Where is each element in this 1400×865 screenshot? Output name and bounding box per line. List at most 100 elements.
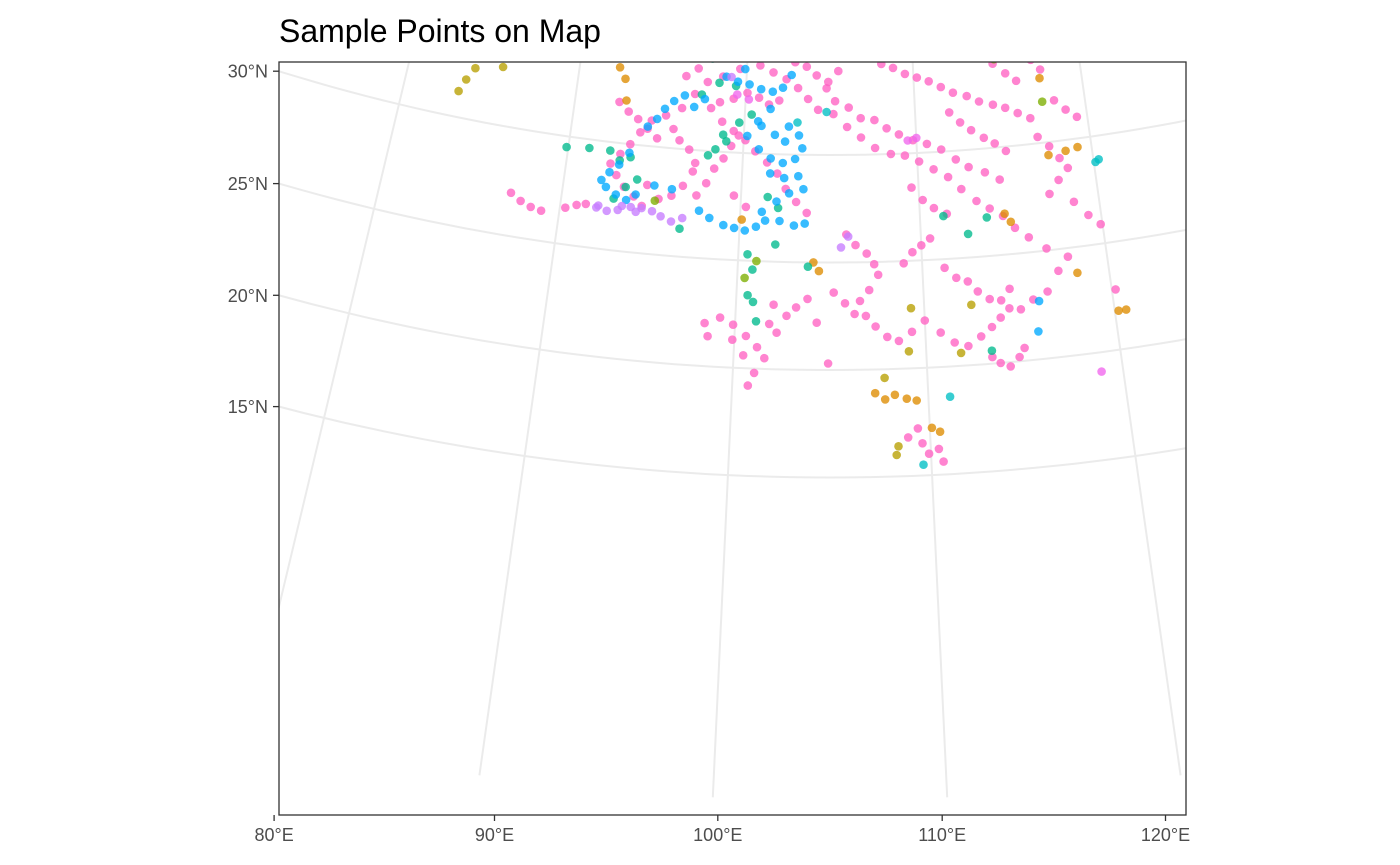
sample-point — [1044, 142, 1054, 151]
sample-point — [914, 157, 924, 166]
sample-point — [812, 318, 821, 328]
sample-point — [894, 130, 904, 139]
sample-point — [1091, 157, 1100, 167]
sample-point — [766, 104, 775, 114]
sample-point — [987, 40, 996, 49]
sample-point — [784, 122, 794, 131]
sample-point — [722, 137, 731, 146]
sample-point — [1114, 306, 1123, 316]
sample-point — [803, 94, 813, 104]
sample-point — [700, 28, 709, 37]
sample-point — [794, 171, 803, 181]
sample-point — [747, 110, 756, 119]
sample-point — [951, 155, 961, 164]
sample-point — [754, 93, 764, 102]
sample-point — [1000, 209, 1009, 218]
sample-point — [1016, 305, 1026, 314]
sample-point — [506, 188, 516, 198]
parallel-line — [279, 70, 1186, 157]
sample-point — [816, 20, 825, 29]
sample-point — [675, 224, 684, 233]
sample-point — [669, 96, 679, 106]
sample-point — [912, 396, 921, 405]
sample-point — [737, 215, 746, 224]
sample-point — [829, 109, 838, 119]
sample-point — [700, 94, 710, 104]
sample-point — [617, 201, 627, 211]
sample-point — [916, 13, 925, 22]
sample-point — [685, 35, 694, 44]
sample-point — [734, 131, 743, 140]
sample-point — [711, 145, 720, 154]
sample-point — [987, 346, 997, 356]
sample-point — [912, 133, 921, 143]
sample-point — [526, 202, 535, 212]
sample-point — [740, 273, 749, 283]
sample-point — [675, 136, 684, 145]
sample-point — [1044, 150, 1053, 160]
sample-point — [1006, 362, 1015, 371]
sample-point — [705, 213, 714, 223]
plot-panel-border — [278, 61, 1187, 816]
sample-point — [824, 77, 833, 87]
sample-point — [917, 24, 926, 33]
sample-point — [964, 5, 973, 14]
sample-point — [735, 118, 744, 127]
sample-point — [743, 381, 753, 390]
sample-point — [802, 208, 811, 218]
x-tick-label: 80°E — [254, 825, 293, 845]
meridian-line — [279, 62, 411, 611]
sample-point — [883, 332, 892, 342]
sample-point — [864, 285, 874, 295]
sample-point — [703, 151, 713, 160]
meridian-line — [1078, 62, 1182, 776]
sample-point — [844, 103, 853, 112]
sample-point — [1042, 244, 1051, 253]
sample-point — [822, 107, 831, 117]
sample-point — [963, 229, 973, 239]
sample-point — [1033, 132, 1042, 142]
sample-point — [677, 103, 687, 113]
sample-point — [768, 87, 778, 96]
sample-point — [775, 96, 784, 105]
sample-point — [813, 105, 823, 115]
sample-point — [874, 4, 883, 13]
sample-point — [963, 277, 973, 286]
sample-point — [791, 303, 801, 312]
sample-point — [1054, 266, 1063, 276]
sample-point — [882, 12, 891, 21]
sample-point — [1001, 146, 1011, 156]
sample-point — [736, 28, 745, 37]
sample-point — [770, 130, 780, 140]
sample-point — [471, 63, 480, 73]
sample-point — [988, 62, 997, 68]
sample-point — [996, 296, 1006, 305]
sample-point — [669, 124, 678, 134]
sample-point — [761, 8, 770, 17]
sample-point — [855, 296, 865, 306]
sample-point — [778, 158, 788, 168]
sample-point — [871, 322, 880, 331]
sample-point — [680, 91, 690, 100]
sample-point — [703, 331, 712, 341]
sample-point — [744, 95, 754, 104]
sample-point — [842, 122, 852, 132]
sample-point — [643, 180, 652, 190]
sample-point — [751, 35, 760, 44]
sample-point — [765, 169, 775, 178]
sample-point — [903, 136, 912, 145]
sample-point — [773, 203, 783, 213]
sample-point — [772, 0, 781, 2]
parallel-line — [279, 182, 1186, 264]
sample-point — [773, 169, 782, 178]
sample-point — [715, 313, 725, 322]
sample-point — [706, 103, 716, 113]
sample-point — [729, 223, 739, 233]
sample-point — [964, 162, 973, 172]
sample-point — [785, 32, 794, 41]
sample-point — [701, 178, 711, 188]
sample-point — [945, 392, 955, 402]
sample-point — [782, 311, 791, 321]
sample-point — [900, 69, 910, 79]
